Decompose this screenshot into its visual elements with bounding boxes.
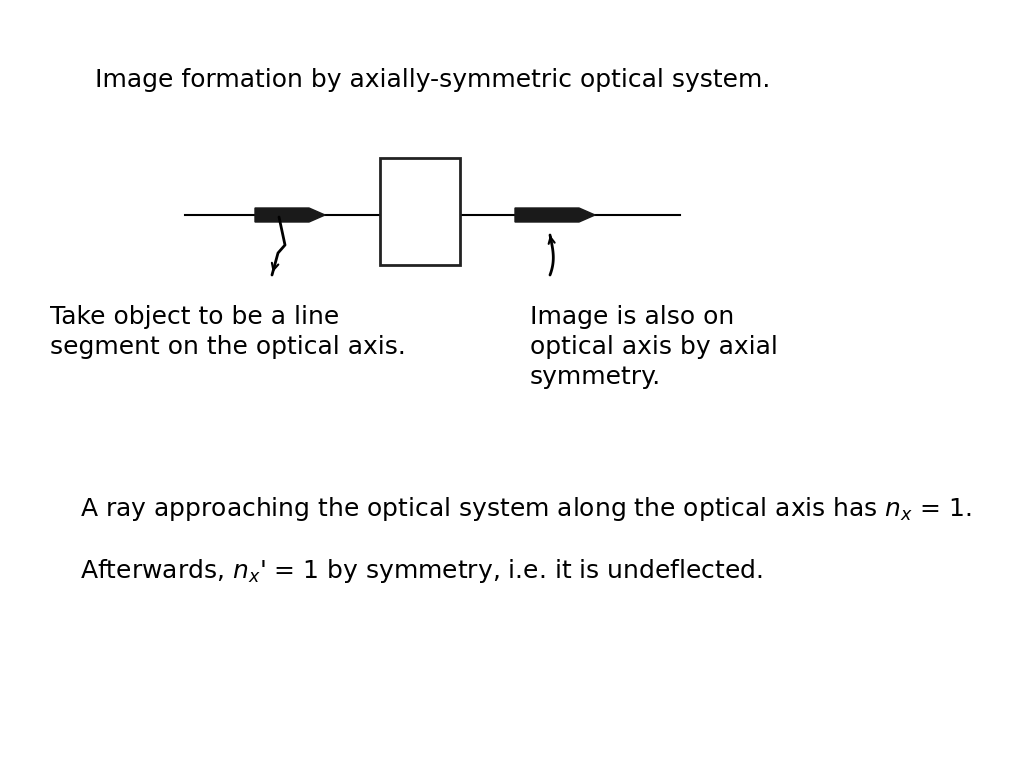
Text: optical axis by axial: optical axis by axial	[530, 335, 778, 359]
Text: Take object to be a line: Take object to be a line	[50, 305, 339, 329]
FancyArrow shape	[255, 208, 325, 222]
Text: symmetry.: symmetry.	[530, 365, 662, 389]
Text: Afterwards, $n_x$' = 1 by symmetry, i.e. it is undeflected.: Afterwards, $n_x$' = 1 by symmetry, i.e.…	[80, 557, 763, 585]
Text: segment on the optical axis.: segment on the optical axis.	[50, 335, 406, 359]
Text: Image is also on: Image is also on	[530, 305, 734, 329]
Text: A ray approaching the optical system along the optical axis has $n_x$ = 1.: A ray approaching the optical system alo…	[80, 495, 972, 523]
FancyArrow shape	[515, 208, 595, 222]
Text: Image formation by axially-symmetric optical system.: Image formation by axially-symmetric opt…	[95, 68, 770, 92]
Bar	[380, 158, 460, 265]
